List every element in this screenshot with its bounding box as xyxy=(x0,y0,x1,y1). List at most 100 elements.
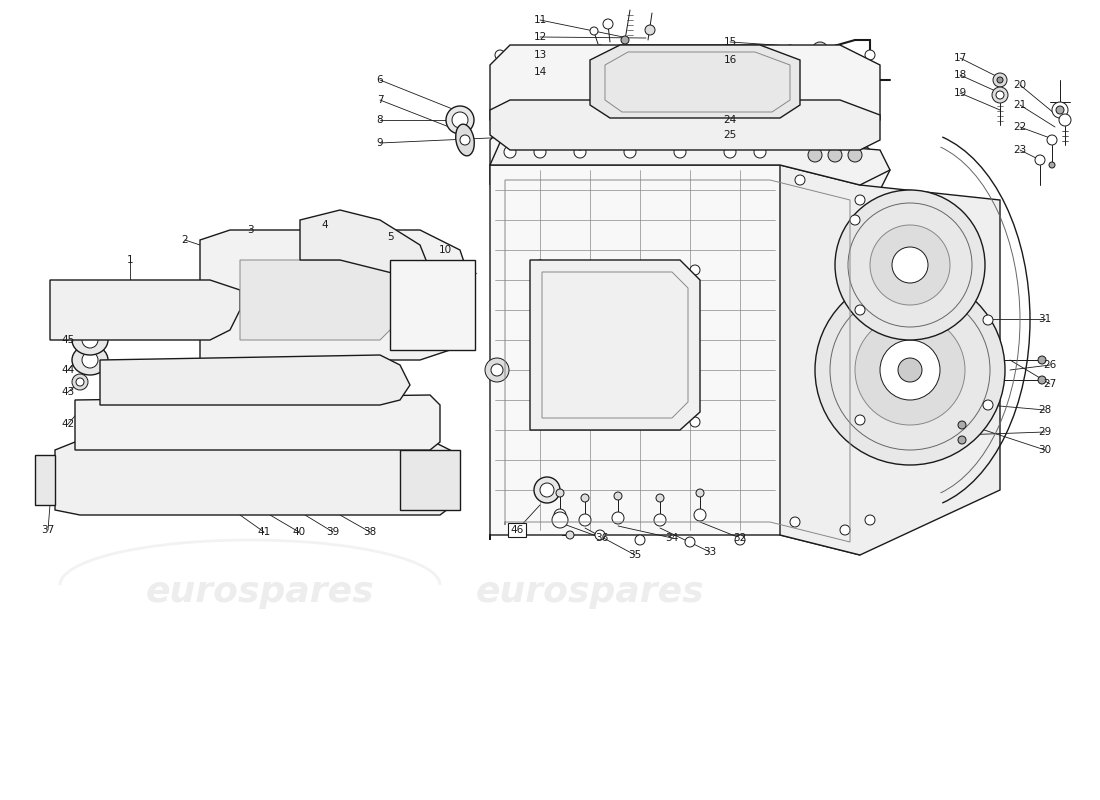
Polygon shape xyxy=(490,120,890,185)
Circle shape xyxy=(992,87,1008,103)
Polygon shape xyxy=(590,45,800,118)
Text: 18: 18 xyxy=(954,70,967,80)
Polygon shape xyxy=(200,230,470,360)
Circle shape xyxy=(785,45,795,55)
Text: 24: 24 xyxy=(724,115,737,125)
Circle shape xyxy=(330,365,360,395)
Circle shape xyxy=(590,27,598,35)
Text: 26: 26 xyxy=(1044,360,1057,370)
Circle shape xyxy=(581,494,589,502)
Circle shape xyxy=(76,378,84,386)
Circle shape xyxy=(958,421,966,429)
Text: 7: 7 xyxy=(376,95,383,105)
Circle shape xyxy=(815,275,1005,465)
Circle shape xyxy=(865,515,874,525)
Circle shape xyxy=(654,514,666,526)
Circle shape xyxy=(865,50,874,60)
Circle shape xyxy=(993,73,1007,87)
Circle shape xyxy=(674,146,686,158)
Circle shape xyxy=(1038,376,1046,384)
Circle shape xyxy=(595,107,605,117)
Text: 30: 30 xyxy=(1038,445,1052,455)
Circle shape xyxy=(595,530,605,540)
Polygon shape xyxy=(35,455,55,505)
Circle shape xyxy=(322,227,358,263)
Text: 10: 10 xyxy=(439,245,452,255)
Circle shape xyxy=(808,148,822,162)
Circle shape xyxy=(540,483,554,497)
Circle shape xyxy=(958,436,966,444)
Circle shape xyxy=(621,36,629,44)
Circle shape xyxy=(336,429,344,437)
Polygon shape xyxy=(400,450,460,510)
Circle shape xyxy=(855,305,865,315)
Circle shape xyxy=(495,125,505,135)
Circle shape xyxy=(754,146,766,158)
Polygon shape xyxy=(490,120,890,190)
Ellipse shape xyxy=(130,360,180,400)
Circle shape xyxy=(240,363,270,393)
Polygon shape xyxy=(490,100,880,150)
Polygon shape xyxy=(100,355,410,405)
Circle shape xyxy=(595,340,625,370)
Text: 34: 34 xyxy=(666,533,679,543)
Circle shape xyxy=(575,140,585,150)
Circle shape xyxy=(393,340,402,348)
Text: 20: 20 xyxy=(1013,80,1026,90)
Circle shape xyxy=(535,417,544,427)
Text: eurospares: eurospares xyxy=(145,575,374,609)
Text: 23: 23 xyxy=(1013,145,1026,155)
Circle shape xyxy=(880,340,940,400)
Text: 44: 44 xyxy=(62,365,75,375)
Text: 13: 13 xyxy=(534,50,547,60)
Circle shape xyxy=(855,315,965,425)
Circle shape xyxy=(167,312,183,328)
Circle shape xyxy=(86,296,114,324)
Circle shape xyxy=(690,417,700,427)
Circle shape xyxy=(1059,114,1071,126)
Text: 46: 46 xyxy=(510,525,524,535)
Circle shape xyxy=(338,373,352,387)
Ellipse shape xyxy=(72,345,108,375)
Text: 29: 29 xyxy=(1038,427,1052,437)
Circle shape xyxy=(694,509,706,521)
Circle shape xyxy=(835,140,845,150)
Polygon shape xyxy=(300,210,430,280)
Text: 42: 42 xyxy=(62,419,75,429)
Circle shape xyxy=(574,146,586,158)
Circle shape xyxy=(72,374,88,390)
Text: 35: 35 xyxy=(628,550,641,560)
Circle shape xyxy=(892,247,928,283)
Text: 27: 27 xyxy=(1044,379,1057,389)
Circle shape xyxy=(556,489,564,497)
Circle shape xyxy=(415,255,425,265)
Text: 1: 1 xyxy=(126,255,133,265)
Circle shape xyxy=(855,195,865,205)
Circle shape xyxy=(535,135,544,145)
Text: 11: 11 xyxy=(534,15,547,25)
Circle shape xyxy=(452,112,468,128)
Circle shape xyxy=(1052,102,1068,118)
Circle shape xyxy=(552,512,568,528)
Circle shape xyxy=(997,77,1003,83)
Circle shape xyxy=(724,146,736,158)
Circle shape xyxy=(495,50,505,60)
Circle shape xyxy=(603,19,613,29)
Circle shape xyxy=(696,489,704,497)
Text: 32: 32 xyxy=(734,533,747,543)
Circle shape xyxy=(795,175,805,185)
Ellipse shape xyxy=(455,124,474,156)
Text: 31: 31 xyxy=(1038,314,1052,324)
Circle shape xyxy=(446,290,455,300)
Circle shape xyxy=(535,260,544,270)
Circle shape xyxy=(614,492,622,500)
Circle shape xyxy=(640,75,650,85)
Circle shape xyxy=(635,70,654,90)
Circle shape xyxy=(855,415,865,425)
Circle shape xyxy=(415,285,425,295)
Ellipse shape xyxy=(72,305,108,335)
Circle shape xyxy=(840,525,850,535)
Circle shape xyxy=(690,265,700,275)
Text: 3: 3 xyxy=(246,225,253,235)
Ellipse shape xyxy=(72,325,108,355)
